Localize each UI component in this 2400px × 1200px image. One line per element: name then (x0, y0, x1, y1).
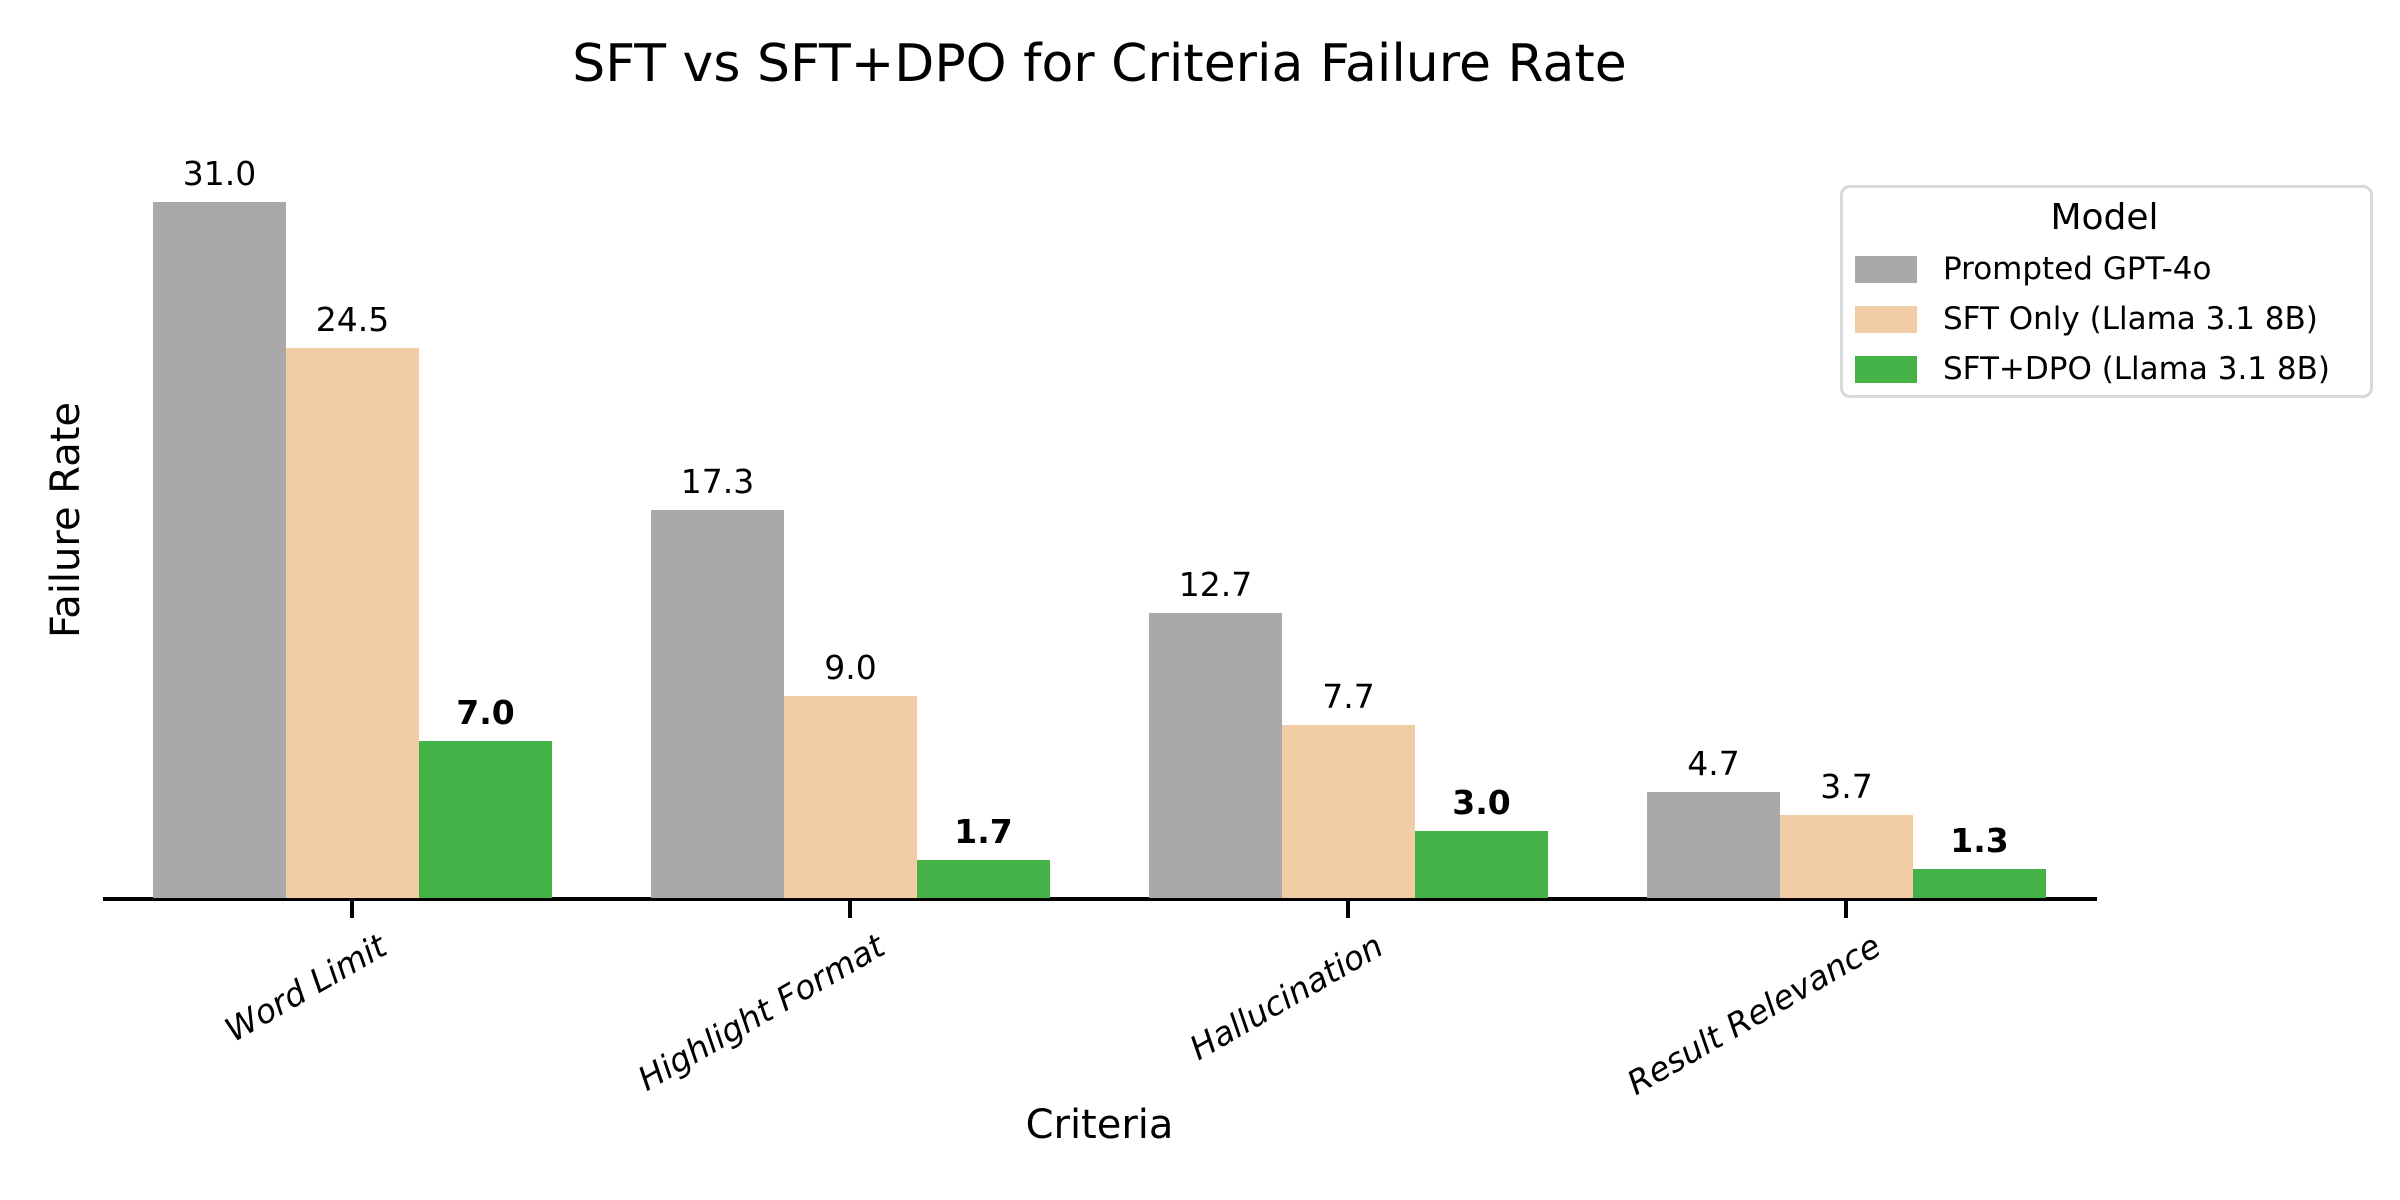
legend-swatch (1855, 305, 1917, 333)
legend-item-label: SFT Only (Llama 3.1 8B) (1943, 301, 2318, 337)
legend-item: Prompted GPT-4o (1855, 244, 2354, 294)
bar (1415, 831, 1548, 898)
x-axis-label: Criteria (1025, 1102, 1174, 1148)
bar (153, 202, 286, 898)
bar-value-label: 31.0 (182, 154, 257, 193)
x-tick-label: Result Relevance (1620, 926, 1888, 1103)
bar (1913, 869, 2046, 898)
chart-title: SFT vs SFT+DPO for Criteria Failure Rate (572, 34, 1627, 94)
bar-value-label: 12.7 (1178, 565, 1253, 604)
bar (419, 741, 552, 898)
bar-value-label: 9.0 (824, 648, 877, 687)
bar (1282, 725, 1415, 898)
x-tick (848, 901, 852, 918)
bar (1149, 613, 1282, 898)
x-tick-label: Highlight Format (631, 926, 892, 1099)
bar-value-label: 1.7 (954, 812, 1013, 851)
bar-value-label: 17.3 (680, 462, 755, 501)
legend: Model Prompted GPT-4o SFT Only (Llama 3.1… (1840, 185, 2373, 398)
bar-value-label: 7.0 (456, 693, 515, 732)
bar (286, 348, 419, 898)
legend-item: SFT Only (Llama 3.1 8B) (1855, 294, 2354, 344)
bar-value-label: 24.5 (315, 300, 390, 339)
legend-item-label: SFT+DPO (Llama 3.1 8B) (1943, 351, 2330, 387)
legend-items: Prompted GPT-4o SFT Only (Llama 3.1 8B) SF… (1855, 244, 2354, 394)
x-axis-line (103, 897, 2097, 901)
legend-item: SFT+DPO (Llama 3.1 8B) (1855, 344, 2354, 394)
bar-value-label: 4.7 (1687, 744, 1740, 783)
bar-value-label: 7.7 (1322, 677, 1375, 716)
x-tick (1844, 901, 1848, 918)
legend-title: Model (2050, 197, 2159, 238)
x-tick (1346, 901, 1350, 918)
bar (917, 860, 1050, 898)
legend-swatch (1855, 255, 1917, 283)
bar-value-label: 1.3 (1950, 821, 2009, 860)
x-tick-label: Word Limit (218, 926, 394, 1050)
bar-value-label: 3.7 (1820, 767, 1873, 806)
x-tick-label: Hallucination (1182, 926, 1390, 1068)
legend-item-label: Prompted GPT-4o (1943, 251, 2212, 287)
bar (1647, 792, 1780, 898)
bar (784, 696, 917, 898)
x-tick (350, 901, 354, 918)
bar (651, 510, 784, 898)
bar (1780, 815, 1913, 898)
bar-value-label: 3.0 (1452, 783, 1511, 822)
legend-swatch (1855, 355, 1917, 383)
